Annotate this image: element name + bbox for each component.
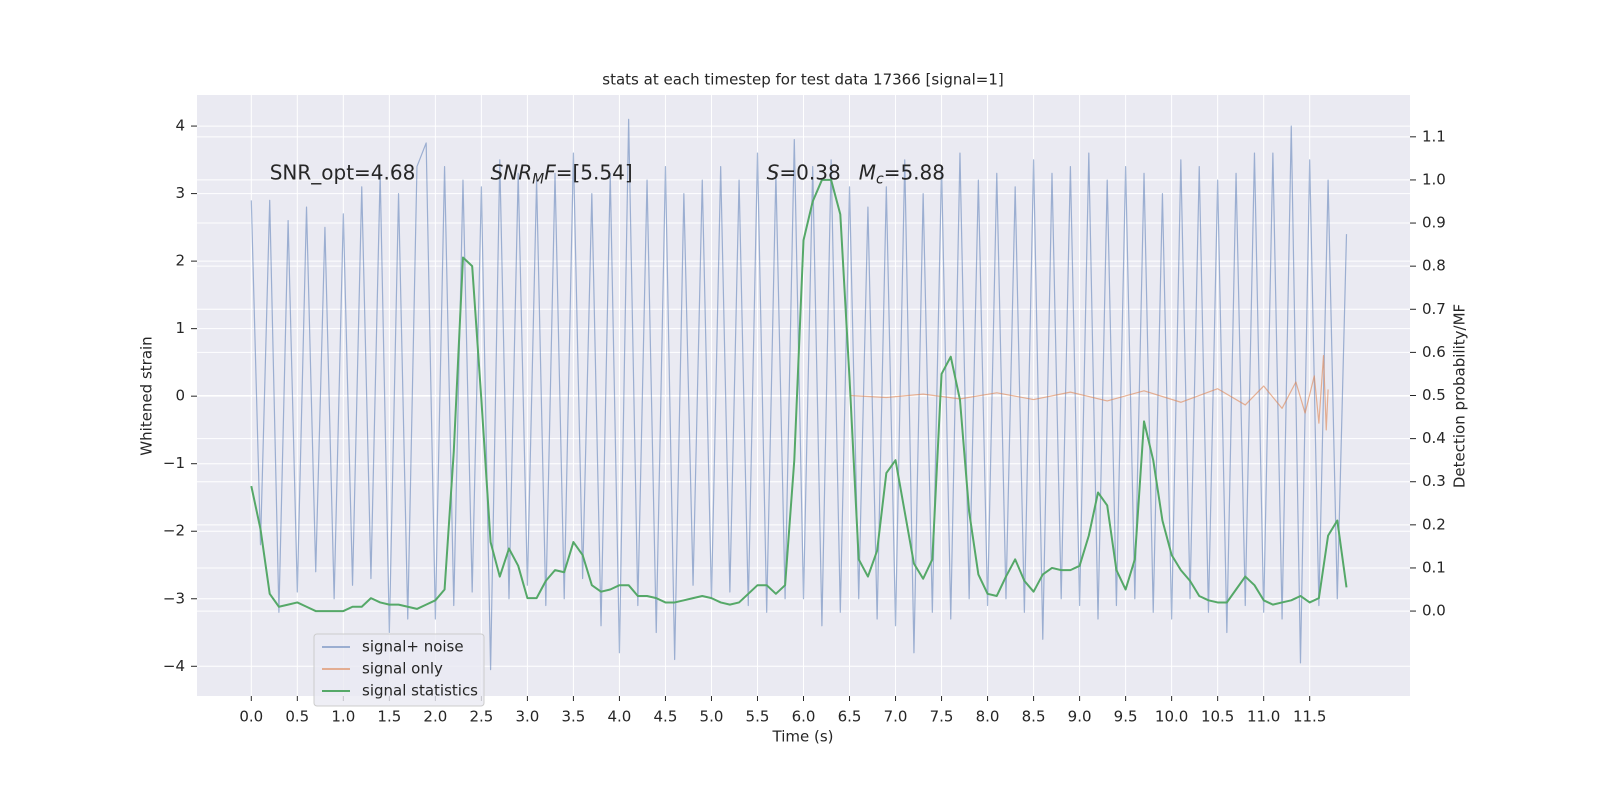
x-tick-label: 5.0 <box>700 708 724 726</box>
legend-label: signal statistics <box>362 682 478 700</box>
y-tick-label: 0 <box>175 387 185 405</box>
annotation: S=0.38 <box>767 160 841 184</box>
annotation-part: =5.88 <box>884 160 945 184</box>
x-tick-label: 10.0 <box>1155 708 1188 726</box>
x-tick-label: 9.0 <box>1068 708 1092 726</box>
x-tick-label: 8.5 <box>1022 708 1046 726</box>
x-tick-label: 4.5 <box>654 708 678 726</box>
y2-tick-label: 0.7 <box>1422 300 1446 318</box>
y-tick-label: −3 <box>163 589 185 607</box>
legend-label: signal only <box>362 660 443 678</box>
y-tick-label: 4 <box>175 117 185 135</box>
annotation-part: S <box>767 160 780 184</box>
y-tick-label: −1 <box>163 454 185 472</box>
y2-tick-label: 0.5 <box>1422 386 1446 404</box>
y-tick-label: −2 <box>163 522 185 540</box>
y2-tick-label: 1.0 <box>1422 170 1446 188</box>
x-axis-label: Time (s) <box>772 728 834 746</box>
y2-tick-label: 0.4 <box>1422 429 1446 447</box>
y2-tick-label: 0.9 <box>1422 214 1446 232</box>
x-tick-label: 1.0 <box>331 708 355 726</box>
annotation-part: =0.38 <box>779 160 840 184</box>
annotation-part: M <box>532 171 544 187</box>
y-tick-label: −4 <box>163 657 185 675</box>
y2-tick-label: 0.3 <box>1422 472 1446 490</box>
x-tick-label: 8.0 <box>976 708 1000 726</box>
annotation-part: F <box>544 160 556 184</box>
y2-tick-label: 0.8 <box>1422 257 1446 275</box>
x-tick-label: 9.5 <box>1114 708 1138 726</box>
annotation-part: SNR_opt=4.68 <box>270 160 416 184</box>
x-tick-label: 10.5 <box>1201 708 1234 726</box>
x-tick-label: 1.5 <box>377 708 401 726</box>
annotation-part: M <box>859 160 876 184</box>
annotation-part: SNR <box>491 160 533 184</box>
y-tick-label: 1 <box>175 319 185 337</box>
x-tick-label: 3.5 <box>561 708 585 726</box>
series-line <box>849 355 1329 431</box>
y2-tick-label: 0.1 <box>1422 558 1446 576</box>
annotation-part: =[5.54] <box>556 160 633 184</box>
y-axis-label: Whitened strain <box>138 336 156 455</box>
y-tick-label: 2 <box>175 252 185 270</box>
overlay: 0.0 0.5 1.0 1.5 2.0 2.5 3.0 3.5 4.0 4.5 5.0 5.5 6.0 6… <box>163 117 1446 726</box>
chart-title: stats at each timestep for test data 173… <box>602 71 1003 89</box>
x-tick-label: 11.5 <box>1293 708 1326 726</box>
x-tick-label: 7.5 <box>930 708 954 726</box>
y2-tick-label: 0.2 <box>1422 515 1446 533</box>
x-tick-label: 0.5 <box>285 708 309 726</box>
annotation: Mc=5.88 <box>859 160 945 188</box>
x-tick-label: 5.5 <box>746 708 770 726</box>
series-line <box>250 178 1348 613</box>
y-tick-label: 3 <box>175 184 185 202</box>
y2-tick-label: 0.0 <box>1422 602 1446 620</box>
x-tick-label: 6.5 <box>838 708 862 726</box>
y2-tick-label: 1.1 <box>1422 127 1446 145</box>
legend-label: signal+ noise <box>362 638 464 656</box>
y2-tick-label: 0.6 <box>1422 343 1446 361</box>
marks <box>250 118 1348 671</box>
legend-box <box>313 633 485 707</box>
x-tick-label: 11.0 <box>1247 708 1280 726</box>
x-tick-label: 2.0 <box>423 708 447 726</box>
x-tick-label: 4.0 <box>608 708 632 726</box>
x-tick-label: 2.5 <box>469 708 493 726</box>
x-tick-label: 3.0 <box>515 708 539 726</box>
annotation: SNRMF=[5.54] <box>491 160 633 188</box>
x-tick-label: 7.0 <box>884 708 908 726</box>
annotation-part: c <box>876 171 884 187</box>
x-tick-label: 0.0 <box>239 708 263 726</box>
x-tick-label: 6.0 <box>792 708 816 726</box>
annotation: SNR_opt=4.68 <box>270 160 416 184</box>
y2-axis-label: Detection probability/MF <box>1451 304 1469 488</box>
